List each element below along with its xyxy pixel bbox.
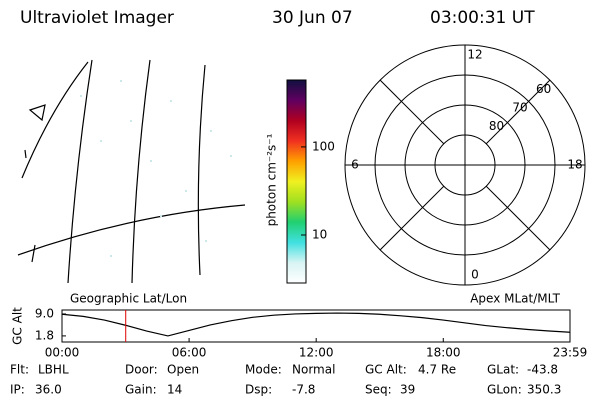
info-label: GLon: [487, 383, 522, 397]
info-label: Mode: [245, 363, 282, 377]
info-value: Open [167, 363, 199, 377]
speckles [80, 80, 232, 257]
lat-label: 70 [512, 100, 527, 114]
map-panel [17, 59, 246, 284]
map-label-left: Geographic Lat/Lon [70, 292, 187, 306]
map-grid [131, 59, 151, 284]
map-grid [17, 204, 246, 256]
info-value: 36.0 [35, 383, 62, 397]
y-axis-label: GC Alt [11, 307, 25, 345]
polar-spoke [379, 185, 445, 251]
info-value: -7.8 [292, 383, 315, 397]
info-value: LBHL [38, 363, 69, 377]
instrument: Ultraviolet Imager [20, 8, 174, 28]
y-tick-label: 9.0 [35, 306, 54, 320]
info-label: Door: [125, 363, 158, 377]
info-value: -43.8 [527, 363, 558, 377]
x-tick-label: 06:00 [172, 346, 207, 360]
info-value: 14 [167, 383, 182, 397]
colorbar-label: photon cm⁻²s⁻¹ [265, 133, 279, 226]
mlt-label: 0 [471, 268, 479, 282]
colorbar-fill [286, 79, 307, 284]
mlt-label: 18 [567, 158, 582, 172]
info-label: GC Alt: [365, 363, 407, 377]
x-tick-label: 00:00 [45, 346, 80, 360]
info-label: Seq: [365, 383, 392, 397]
time: 03:00:31 UT [430, 8, 535, 28]
y-tick-label: 1.8 [35, 328, 54, 342]
polar-spoke [485, 79, 551, 145]
mlt-label: 6 [351, 158, 359, 172]
info-value: 39 [400, 383, 415, 397]
map-label-right: Apex MLat/MLT [470, 292, 560, 306]
colorbar-tick-label: 10 [312, 227, 327, 241]
map-grid [21, 61, 89, 179]
x-tick-label: 18:00 [426, 346, 461, 360]
colorbar: 10 100 photon cm⁻²s⁻¹ [265, 79, 335, 284]
lat-label: 60 [536, 82, 551, 96]
x-tick-label: 23:59 [553, 346, 588, 360]
colorbar-tick-label: 100 [312, 139, 335, 153]
info-label: IP: [10, 383, 25, 397]
info-label: Dsp: [245, 383, 272, 397]
map-grid [197, 64, 206, 276]
info-value: 350.3 [527, 383, 561, 397]
info-value: 4.7 Re [418, 363, 456, 377]
coastline [24, 104, 46, 263]
date: 30 Jun 07 [272, 8, 353, 28]
polar-spoke [485, 185, 551, 251]
info-label: GLat: [487, 363, 519, 377]
info-panel: Flt: LBHL Door: Open Mode: Normal GC Alt: 4.7 R… [10, 363, 561, 397]
lat-label: 80 [489, 119, 504, 133]
polar-spoke [379, 79, 445, 145]
x-tick-label: 12:00 [299, 346, 334, 360]
info-label: Flt: [10, 363, 29, 377]
altitude-line [61, 312, 571, 337]
info-value: Normal [292, 363, 335, 377]
map-grid [67, 59, 93, 284]
info-label: Gain: [125, 383, 157, 397]
mlt-label: 12 [467, 48, 482, 62]
timeline: 00:00 06:00 12:00 18:00 23:59 9.0 1.8 GC Alt [11, 306, 588, 359]
